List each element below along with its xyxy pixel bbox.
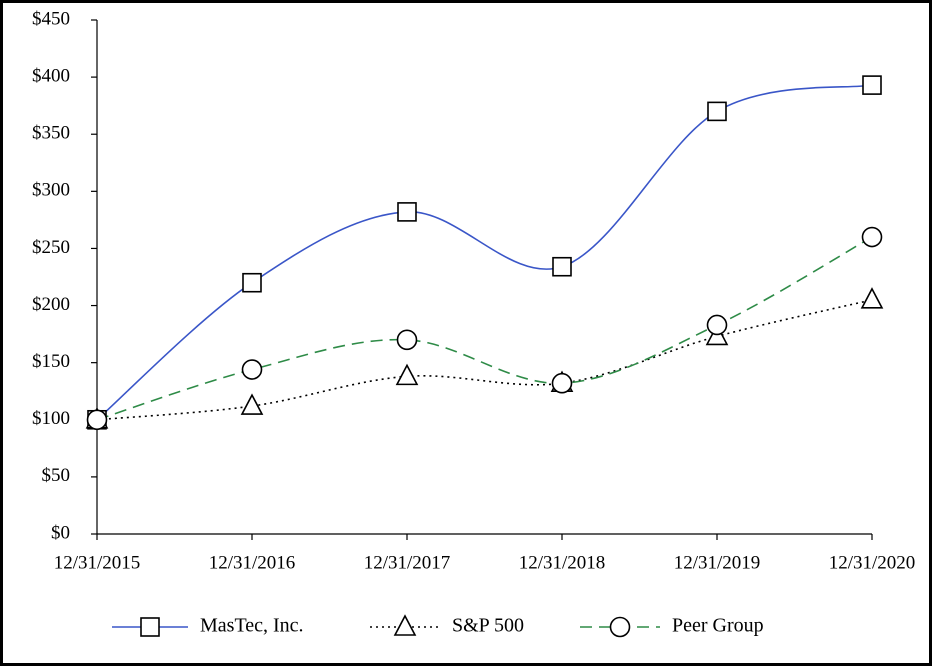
y-tick-label: $300 <box>32 180 70 201</box>
y-tick-label: $150 <box>32 351 70 372</box>
series-line <box>96 299 873 421</box>
x-tick-label: 12/31/2019 <box>674 552 761 573</box>
y-tick-label: $0 <box>51 522 70 543</box>
y-tick-label: $100 <box>32 408 70 429</box>
data-point <box>861 226 883 248</box>
data-point <box>706 314 728 336</box>
data-point <box>242 272 262 293</box>
data-point <box>707 101 727 122</box>
data-point <box>395 363 419 386</box>
legend-label: Peer Group <box>672 615 764 637</box>
data-point <box>862 75 882 95</box>
x-tick-label: 12/31/2017 <box>364 552 451 573</box>
data-point <box>551 372 573 394</box>
y-tick-label: $250 <box>32 237 70 258</box>
x-tick-label: 12/31/2020 <box>829 552 916 573</box>
x-tick-label: 12/31/2018 <box>519 552 606 573</box>
legend-label: S&P 500 <box>452 615 524 637</box>
y-tick-label: $200 <box>32 294 70 315</box>
series-line <box>96 84 873 421</box>
x-tick-label: 12/31/2015 <box>54 552 141 573</box>
data-point <box>552 256 572 277</box>
legend-marker <box>609 616 631 638</box>
y-tick-label: $50 <box>42 465 71 486</box>
y-tick-label: $400 <box>32 65 70 86</box>
y-tick-label: $450 <box>32 8 70 29</box>
data-point <box>860 287 884 309</box>
series-line <box>96 236 873 421</box>
y-tick-label: $350 <box>32 123 70 144</box>
data-point <box>241 359 263 380</box>
data-point <box>397 202 417 222</box>
data-point <box>396 329 418 351</box>
data-point <box>240 393 264 415</box>
data-point <box>86 409 108 431</box>
legend-label: MasTec, Inc. <box>200 615 304 637</box>
x-tick-label: 12/31/2016 <box>209 552 296 573</box>
legend-marker <box>140 617 160 637</box>
legend-marker <box>393 614 417 636</box>
